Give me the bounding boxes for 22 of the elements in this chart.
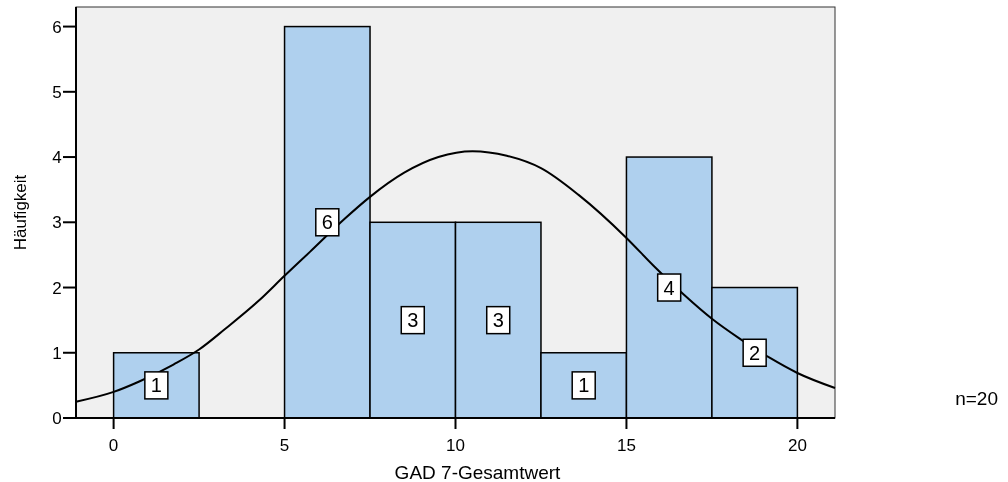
y-tick-label: 1	[52, 343, 62, 363]
data-label: 1	[150, 374, 162, 397]
data-label: 4	[663, 276, 675, 299]
x-tick-label: 10	[446, 436, 465, 455]
x-tick-label: 5	[279, 436, 290, 455]
data-label: 3	[492, 309, 504, 332]
x-tick-label: 15	[616, 436, 636, 455]
y-tick-label: 2	[52, 278, 62, 298]
y-axis-title: Häufigkeit	[11, 174, 30, 251]
y-tick-label: 3	[52, 213, 62, 233]
y-tick-label: 0	[52, 409, 62, 428]
y-tick-label: 6	[52, 17, 62, 37]
y-tick-label: 5	[52, 82, 62, 102]
x-axis-title: GAD 7-Gesamtwert	[394, 462, 562, 482]
y-tick-label: 4	[52, 148, 62, 168]
x-tick-label: 0	[108, 436, 119, 455]
x-tick-label: 20	[787, 436, 807, 455]
data-label: 2	[749, 341, 761, 364]
data-label: 1	[578, 374, 590, 397]
data-label: 6	[321, 211, 333, 234]
data-label: 3	[407, 309, 419, 332]
text: n=20	[955, 388, 998, 409]
